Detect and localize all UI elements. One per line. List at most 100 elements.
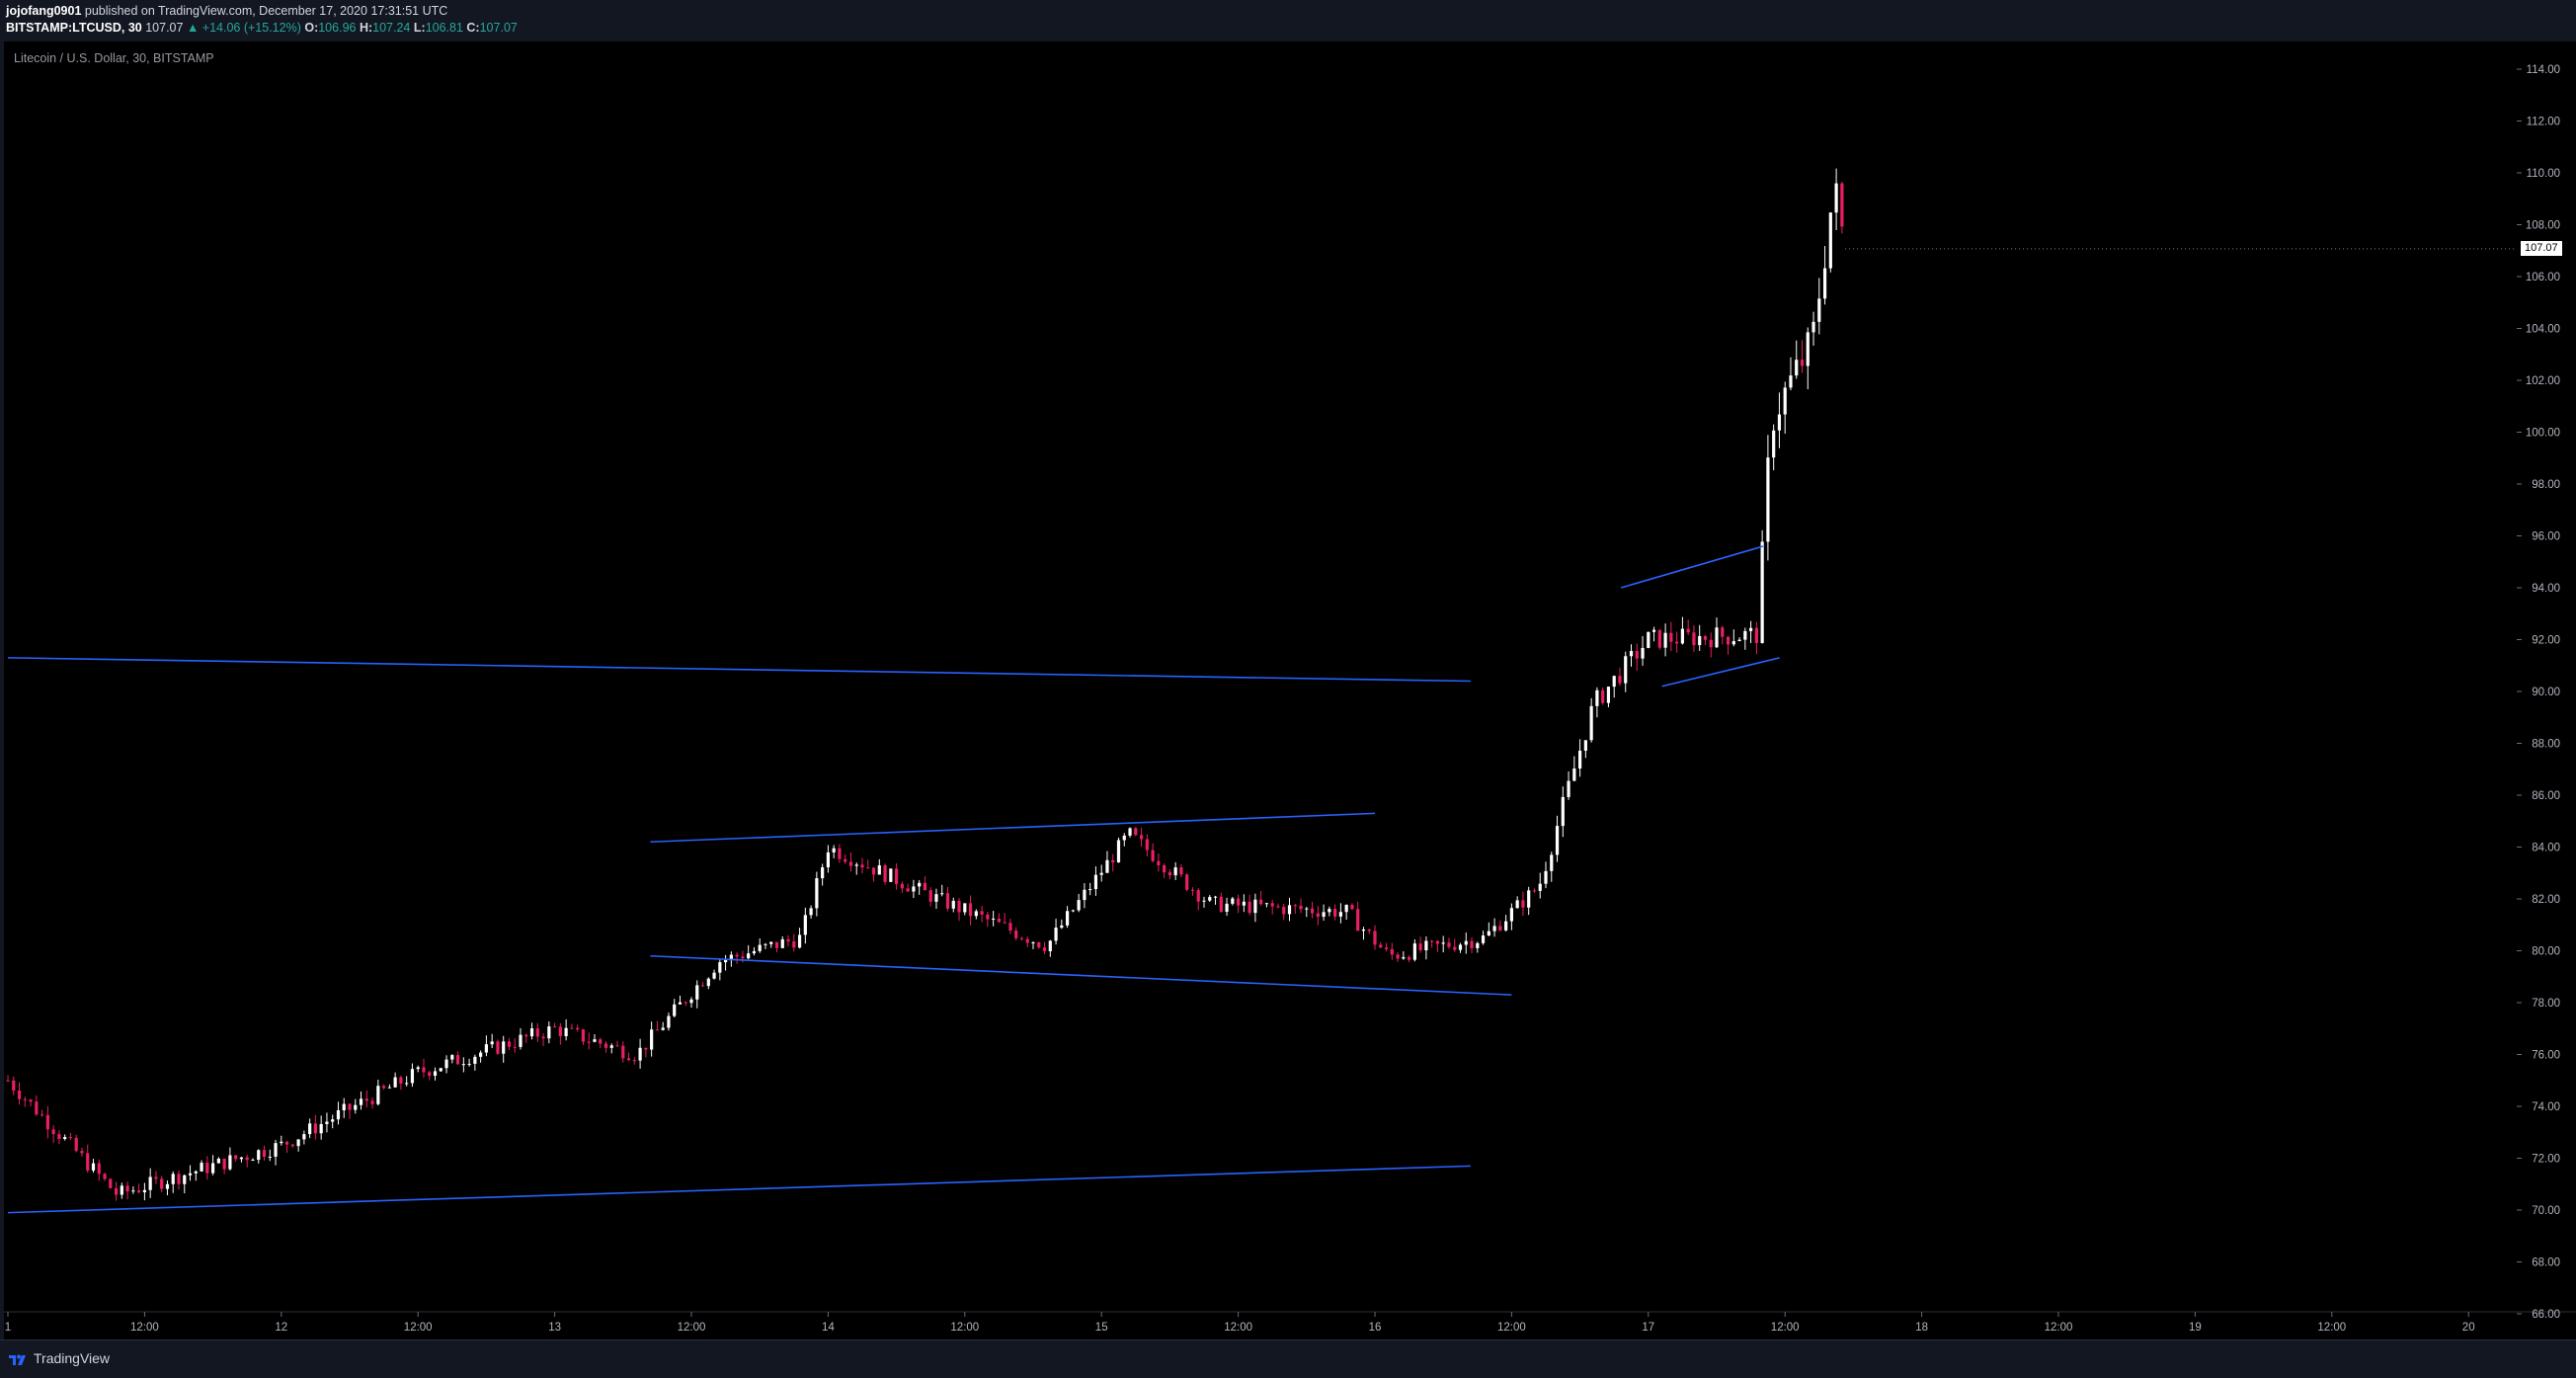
publisher-name[interactable]: jojofang0901 <box>6 4 82 18</box>
candle-body <box>673 1004 677 1016</box>
candle-body <box>1066 911 1070 926</box>
candle-body <box>1498 926 1502 931</box>
y-tick-label: 82.00 <box>2532 894 2560 906</box>
candle-body <box>678 1002 683 1005</box>
high-value: 107.24 <box>372 21 411 35</box>
candle-body <box>86 1153 90 1171</box>
trendline-range-bottom[interactable] <box>650 954 1512 996</box>
last-price: 107.07 <box>145 21 184 35</box>
candlestick-chart[interactable]: 66.00 68.00 70.00 72.00 74.00 76.00 78.00 80.00… <box>0 41 2576 1339</box>
candle-body <box>604 1043 608 1048</box>
candle-body <box>747 953 751 959</box>
candle-body <box>1225 903 1229 912</box>
candle-body <box>439 1068 443 1072</box>
candle-body <box>1418 943 1422 951</box>
candle-body <box>1595 689 1599 706</box>
candle-body <box>148 1176 152 1190</box>
candle-body <box>524 1034 528 1037</box>
candle-body <box>1384 947 1389 949</box>
close-label: C: <box>466 21 480 35</box>
candle-body <box>63 1137 67 1140</box>
candle-body <box>1476 942 1480 948</box>
candle-body <box>1828 212 1832 269</box>
trendline-flag-top[interactable] <box>1620 545 1764 589</box>
candle-body <box>296 1139 300 1147</box>
candle-body <box>1663 632 1667 648</box>
trendline-lower-support[interactable] <box>7 1165 1471 1214</box>
candle-body <box>428 1072 432 1077</box>
y-tick-label: 106.00 <box>2526 272 2560 284</box>
tradingview-brand[interactable]: TradingView <box>34 1350 111 1366</box>
candle-body <box>131 1190 135 1192</box>
candle-body <box>1105 859 1109 873</box>
candle-body <box>581 1029 586 1042</box>
candle-body <box>1054 928 1058 941</box>
candle-body <box>1709 639 1713 648</box>
candle-body <box>1237 898 1241 906</box>
candle-body <box>957 900 961 913</box>
candle-body <box>109 1178 113 1188</box>
footer-bar: TradingView <box>0 1339 2576 1378</box>
y-tick-label: 88.00 <box>2532 739 2560 751</box>
candle-body <box>1618 676 1622 684</box>
x-tick-label: 12:00 <box>950 1322 979 1334</box>
candle-body <box>1145 839 1149 851</box>
candle-body <box>992 918 996 920</box>
candle-body <box>444 1059 448 1069</box>
y-tick-label: 76.00 <box>2532 1050 2560 1062</box>
candle-body <box>928 890 932 902</box>
candle-body <box>1025 938 1029 943</box>
candle-body <box>1003 922 1006 924</box>
candle-body <box>280 1141 283 1144</box>
candle-body <box>1800 360 1805 366</box>
candle-body <box>934 894 938 902</box>
time-axis[interactable] <box>4 1312 2576 1339</box>
candle-body <box>1492 926 1496 932</box>
candle-body <box>724 959 728 963</box>
tradingview-logo-icon[interactable] <box>8 1351 30 1367</box>
candle-body <box>1116 840 1121 863</box>
candle-body <box>1550 854 1554 871</box>
candle-body <box>1795 360 1799 376</box>
candle-body <box>593 1039 597 1042</box>
candle-body <box>216 1158 220 1164</box>
trendline-range-top[interactable] <box>650 812 1376 844</box>
candle-body <box>1555 826 1560 855</box>
candle-body <box>1396 954 1400 959</box>
candle-body <box>313 1123 317 1134</box>
candle-body <box>1589 705 1593 741</box>
x-tick-label: 15 <box>1095 1322 1108 1334</box>
candle-body <box>1783 387 1787 415</box>
candle-body <box>826 851 830 868</box>
y-tick-label: 102.00 <box>2526 375 2560 387</box>
candle-body <box>165 1183 170 1189</box>
candle-body <box>1583 740 1587 751</box>
candle-body <box>638 1047 642 1061</box>
candle-body <box>91 1163 96 1171</box>
plot-area <box>4 41 2517 1312</box>
trendline-flag-bottom[interactable] <box>1661 657 1780 688</box>
candle-body <box>405 1083 409 1085</box>
y-tick-label: 74.00 <box>2532 1101 2560 1113</box>
candle-body <box>1698 635 1702 646</box>
candle-body <box>1692 632 1696 646</box>
candle-body <box>741 956 745 959</box>
candle-body <box>832 848 836 852</box>
candle-body <box>718 962 722 973</box>
candle-body <box>923 882 927 891</box>
candle-body <box>268 1156 272 1158</box>
candle-body <box>774 941 779 948</box>
candle-body <box>1305 908 1309 910</box>
price-axis[interactable] <box>2517 41 2576 1312</box>
candle-body <box>535 1028 539 1037</box>
candle-body <box>1379 944 1383 948</box>
candle-body <box>245 1157 249 1161</box>
open-label: O: <box>304 21 319 35</box>
candle-body <box>194 1171 198 1174</box>
candle-body <box>632 1060 636 1062</box>
candle-body <box>519 1034 523 1047</box>
trendline-upper-resistance[interactable] <box>7 657 1471 683</box>
candle-body <box>1532 890 1537 892</box>
candle-body <box>80 1151 84 1154</box>
candle-body <box>479 1052 483 1057</box>
